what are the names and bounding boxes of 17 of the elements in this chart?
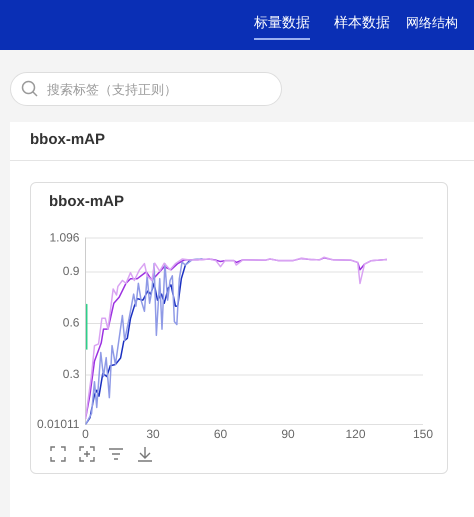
y-tick-label: 0.01011: [36, 416, 80, 431]
x-tick-label: 0: [82, 427, 90, 442]
x-tick-label: 120: [345, 427, 366, 442]
text: 网络结构: [406, 15, 458, 32]
x-tick-label: 60: [214, 427, 228, 442]
x-tick-label: 30: [146, 427, 160, 442]
text: 标量数据: [254, 14, 310, 40]
y-tick-label: 0.9: [62, 264, 80, 278]
text: 搜索标签（支持正则）: [47, 82, 177, 99]
y-tick-label: 1.096: [49, 230, 80, 245]
y-tick-label: 0.3: [62, 367, 80, 382]
x-tick-label: 150: [412, 427, 434, 442]
x-tick-label: 90: [281, 427, 295, 442]
chart-title: bbox-mAP: [49, 193, 124, 210]
text: 样本数据: [334, 14, 390, 32]
text: bbox-mAP: [30, 131, 105, 148]
y-tick-label: 0.6: [62, 316, 80, 330]
